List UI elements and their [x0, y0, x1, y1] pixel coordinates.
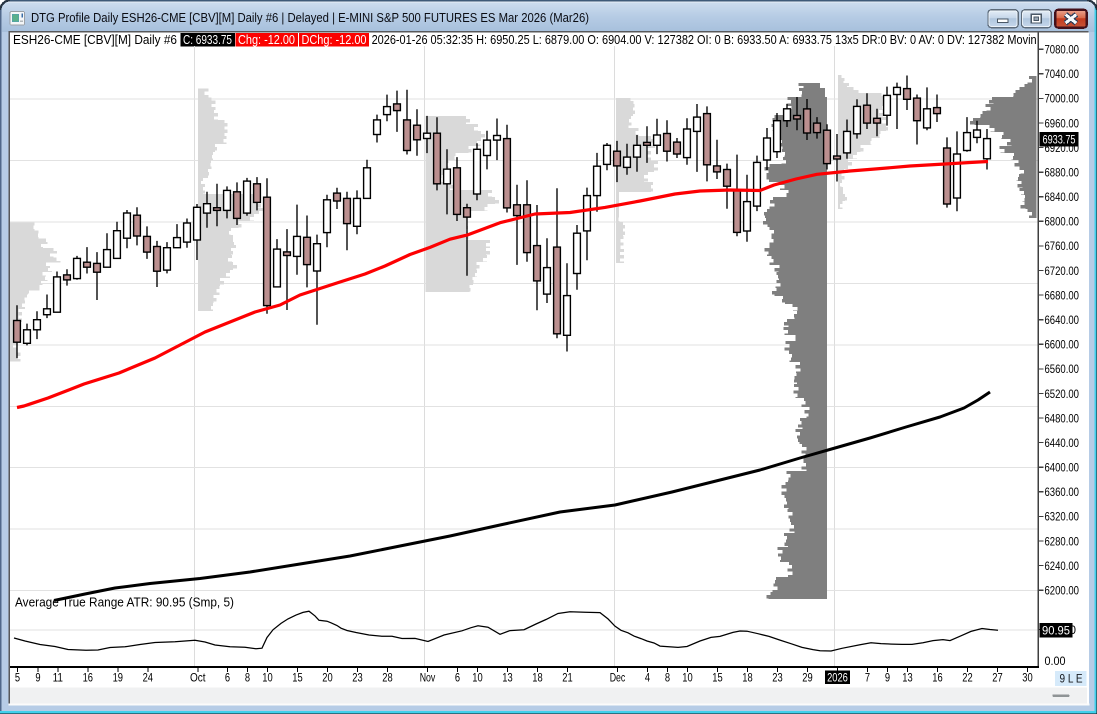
- svg-text:27: 27: [992, 671, 1002, 685]
- svg-text:19: 19: [113, 671, 123, 685]
- svg-text:23: 23: [772, 671, 782, 685]
- svg-text:6933.75: 6933.75: [1043, 132, 1076, 146]
- svg-text:7: 7: [865, 671, 870, 685]
- svg-text:6520.00: 6520.00: [1045, 387, 1080, 401]
- svg-text:4: 4: [645, 671, 650, 685]
- svg-text:0.00: 0.00: [1045, 654, 1066, 668]
- svg-text:6720.00: 6720.00: [1045, 264, 1080, 278]
- svg-text:8: 8: [665, 671, 670, 685]
- svg-text:9: 9: [885, 671, 890, 685]
- svg-text:13: 13: [902, 671, 912, 685]
- svg-text:30: 30: [1022, 671, 1032, 685]
- svg-text:29: 29: [802, 671, 812, 685]
- svg-text:6: 6: [455, 671, 460, 685]
- svg-text:ESH26-CME [CBV][M] Daily #6: ESH26-CME [CBV][M] Daily #6: [13, 33, 177, 47]
- svg-text:Average True Range ATR: 90.95: Average True Range ATR: 90.95 (Smp, 5): [15, 596, 234, 610]
- svg-text:6880.00: 6880.00: [1045, 166, 1080, 180]
- svg-text:Nov: Nov: [420, 671, 436, 685]
- svg-text:6680.00: 6680.00: [1045, 288, 1080, 302]
- svg-text:C: 6933.75: C: 6933.75: [183, 33, 232, 47]
- svg-text:DChg: -12.00: DChg: -12.00: [302, 33, 367, 47]
- svg-text:6840.00: 6840.00: [1045, 190, 1080, 204]
- svg-text:6960.00: 6960.00: [1045, 116, 1080, 130]
- svg-text:16: 16: [932, 671, 942, 685]
- svg-text:11: 11: [53, 671, 63, 685]
- svg-text:Dec: Dec: [610, 671, 626, 685]
- svg-text:28: 28: [382, 671, 392, 685]
- svg-text:10: 10: [682, 671, 692, 685]
- svg-text:18: 18: [742, 671, 752, 685]
- svg-text:6400.00: 6400.00: [1045, 461, 1080, 475]
- svg-text:9: 9: [35, 671, 40, 685]
- svg-text:6760.00: 6760.00: [1045, 239, 1080, 253]
- svg-text:13: 13: [502, 671, 512, 685]
- svg-text:15: 15: [292, 671, 302, 685]
- svg-text:Chg: -12.00: Chg: -12.00: [238, 33, 295, 47]
- svg-text:18: 18: [532, 671, 542, 685]
- svg-text:7040.00: 7040.00: [1045, 67, 1080, 81]
- svg-text:21: 21: [562, 671, 572, 685]
- svg-text:24: 24: [143, 671, 153, 685]
- svg-text:6640.00: 6640.00: [1045, 313, 1080, 327]
- svg-text:6560.00: 6560.00: [1045, 362, 1080, 376]
- svg-text:2026-01-26 05:32:35 H: 6950.25: 2026-01-26 05:32:35 H: 6950.25 L: 6879.0…: [372, 33, 1037, 47]
- svg-text:6240.00: 6240.00: [1045, 559, 1080, 573]
- svg-text:10: 10: [262, 671, 272, 685]
- svg-text:23: 23: [352, 671, 362, 685]
- svg-text:DTG Profile Daily ESH26-CME [C: DTG Profile Daily ESH26-CME [CBV][M] Dai…: [31, 11, 589, 25]
- svg-text:15: 15: [712, 671, 722, 685]
- svg-text:6480.00: 6480.00: [1045, 411, 1080, 425]
- svg-text:10: 10: [472, 671, 482, 685]
- svg-text:16: 16: [83, 671, 93, 685]
- svg-text:6200.00: 6200.00: [1045, 584, 1080, 598]
- svg-text:6280.00: 6280.00: [1045, 534, 1080, 548]
- svg-text:22: 22: [962, 671, 972, 685]
- svg-text:6800.00: 6800.00: [1045, 215, 1080, 229]
- svg-text:6360.00: 6360.00: [1045, 485, 1080, 499]
- svg-text:6600.00: 6600.00: [1045, 338, 1080, 352]
- svg-text:20: 20: [322, 671, 332, 685]
- svg-text:7000.00: 7000.00: [1045, 92, 1080, 106]
- svg-text:6440.00: 6440.00: [1045, 436, 1080, 450]
- svg-text:90.95: 90.95: [1042, 623, 1070, 637]
- svg-text:9 L E: 9 L E: [1060, 671, 1083, 685]
- svg-text:6320.00: 6320.00: [1045, 510, 1080, 524]
- svg-text:7080.00: 7080.00: [1045, 43, 1080, 57]
- svg-text:8: 8: [245, 671, 250, 685]
- svg-text:6: 6: [225, 671, 230, 685]
- svg-text:Oct: Oct: [190, 671, 206, 685]
- svg-text:2026: 2026: [827, 671, 848, 685]
- svg-text:5: 5: [15, 671, 20, 685]
